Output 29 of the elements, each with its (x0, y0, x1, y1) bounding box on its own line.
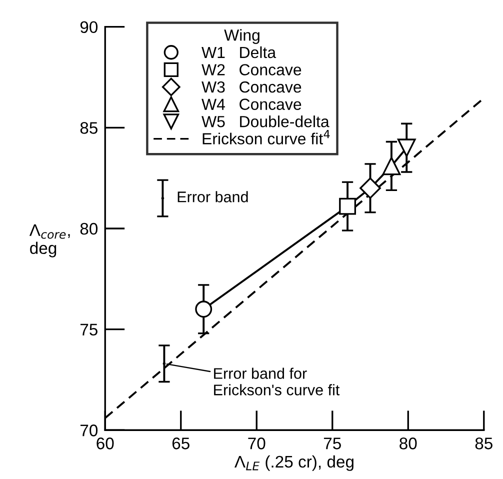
y-tick-label: 80 (80, 222, 98, 235)
y-axis-title: Λ$_{core}$, deg (29, 224, 70, 258)
legend-label: W1 Delta (202, 46, 276, 58)
x-tick-label: 85 (475, 438, 492, 450)
x-tick-label: 60 (96, 438, 114, 450)
y-tick-label: 90 (80, 21, 98, 34)
x-tick-label: 65 (172, 438, 190, 450)
legend-label: W4 Concave (202, 98, 302, 110)
x-tick-label: 70 (248, 438, 266, 450)
point (339, 198, 356, 215)
y-tick-label: 75 (80, 324, 98, 336)
x-axis-title: Λ$_{LE}$ (.25 cr), deg (234, 455, 354, 471)
x-tick-label: 75 (324, 438, 341, 450)
legend-label: Error band for Erickson's curve fit (214, 368, 340, 396)
legend-label: W2 Concave (202, 64, 302, 76)
legend-label: W5 Double-delta (202, 116, 330, 128)
y-tick-label: 70 (80, 424, 98, 436)
point (195, 300, 212, 318)
legend-title: Wing (224, 29, 260, 44)
y-tick-label: 85 (80, 122, 98, 134)
point (161, 196, 164, 200)
legend-label: Erickson curve fit$^{4}$ (202, 130, 330, 144)
legend-label: W3 Concave (202, 81, 302, 93)
series-label: Error band (178, 191, 248, 202)
x-tick-label: 80 (400, 438, 417, 450)
point (382, 156, 401, 176)
point (397, 138, 416, 157)
point (162, 362, 166, 365)
point (360, 177, 381, 199)
